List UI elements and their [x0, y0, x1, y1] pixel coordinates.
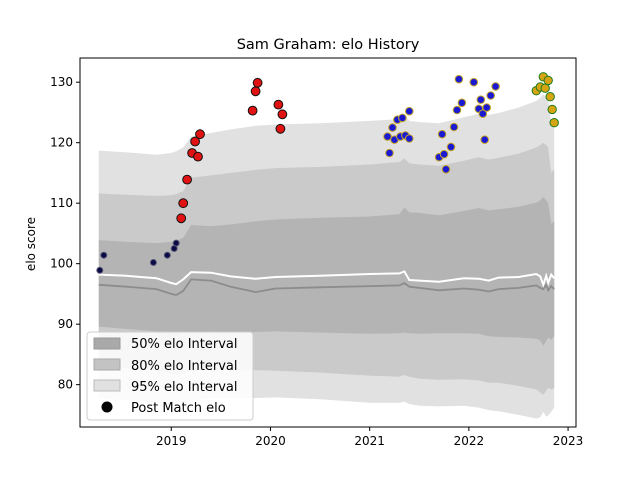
data-point	[469, 77, 479, 87]
data-point	[457, 98, 467, 108]
data-point	[398, 113, 407, 123]
data-point	[96, 266, 104, 274]
legend-swatch-ci95	[93, 379, 121, 392]
data-point	[195, 129, 205, 140]
legend-label-post-match: Post Match elo	[131, 401, 226, 416]
legend-label-ci50: 50% elo Interval	[131, 337, 238, 352]
data-point	[547, 104, 557, 115]
data-point	[449, 122, 459, 132]
data-point	[549, 118, 559, 128]
data-point	[252, 77, 263, 88]
points-layer	[96, 72, 559, 274]
data-point	[439, 149, 449, 159]
y-tick-label: 80	[58, 378, 73, 392]
y-tick-label: 110	[50, 196, 73, 210]
chart-title: Sam Graham: elo History	[237, 37, 420, 53]
legend-label-ci80: 80% elo Interval	[131, 359, 238, 374]
data-point	[163, 251, 171, 259]
data-point	[149, 259, 157, 266]
data-point	[193, 151, 203, 162]
x-tick-label: 2019	[156, 434, 187, 448]
median-line	[98, 278, 555, 297]
x-tick-label: 2022	[454, 434, 485, 448]
plot-frame	[79, 57, 577, 428]
legend-swatch-ci50	[93, 337, 121, 350]
x-tick-label: 2021	[354, 434, 385, 448]
y-tick-label: 100	[50, 257, 73, 271]
ci50-band	[98, 197, 555, 346]
data-point	[441, 165, 451, 174]
legend-label-ci95: 95% elo Interval	[131, 380, 238, 395]
legend: 50% elo Interval 80% elo Interval 95% el…	[86, 331, 254, 421]
x-tick-label: 2023	[553, 434, 584, 448]
y-axis-label: elo score	[24, 217, 38, 271]
data-point	[486, 91, 496, 100]
data-point	[277, 109, 288, 120]
y-tick-label: 90	[58, 317, 73, 331]
data-point	[388, 123, 397, 132]
data-point	[478, 109, 488, 118]
data-point	[247, 105, 258, 116]
upper-line	[98, 270, 555, 288]
data-point	[540, 83, 550, 93]
data-point	[437, 129, 447, 139]
data-point	[100, 251, 108, 259]
x-axis: 2019 2020 2021 2022 2023	[156, 427, 583, 448]
y-axis: 80 90 100 110 120 130	[50, 75, 80, 392]
data-point	[446, 142, 456, 152]
data-point	[405, 134, 414, 143]
y-tick-label: 130	[50, 75, 73, 89]
data-point	[383, 132, 392, 141]
legend-box	[86, 331, 254, 421]
data-point	[176, 213, 187, 224]
data-point	[178, 198, 189, 209]
legend-swatch-ci80	[93, 358, 121, 371]
data-point	[480, 135, 490, 144]
data-point	[482, 103, 492, 112]
data-point	[452, 105, 462, 115]
data-point	[275, 123, 286, 134]
data-point	[491, 82, 500, 91]
data-point	[172, 239, 180, 247]
data-point	[545, 92, 555, 102]
data-point	[250, 86, 261, 97]
data-point	[182, 174, 193, 185]
data-point	[543, 75, 553, 86]
legend-marker-post-match	[101, 401, 113, 413]
data-point	[273, 99, 284, 110]
data-point	[405, 106, 414, 116]
y-tick-label: 120	[50, 136, 73, 150]
data-point	[476, 95, 486, 104]
data-point	[385, 148, 394, 158]
data-point	[454, 74, 464, 84]
data-point	[190, 136, 201, 147]
x-tick-label: 2020	[255, 434, 286, 448]
